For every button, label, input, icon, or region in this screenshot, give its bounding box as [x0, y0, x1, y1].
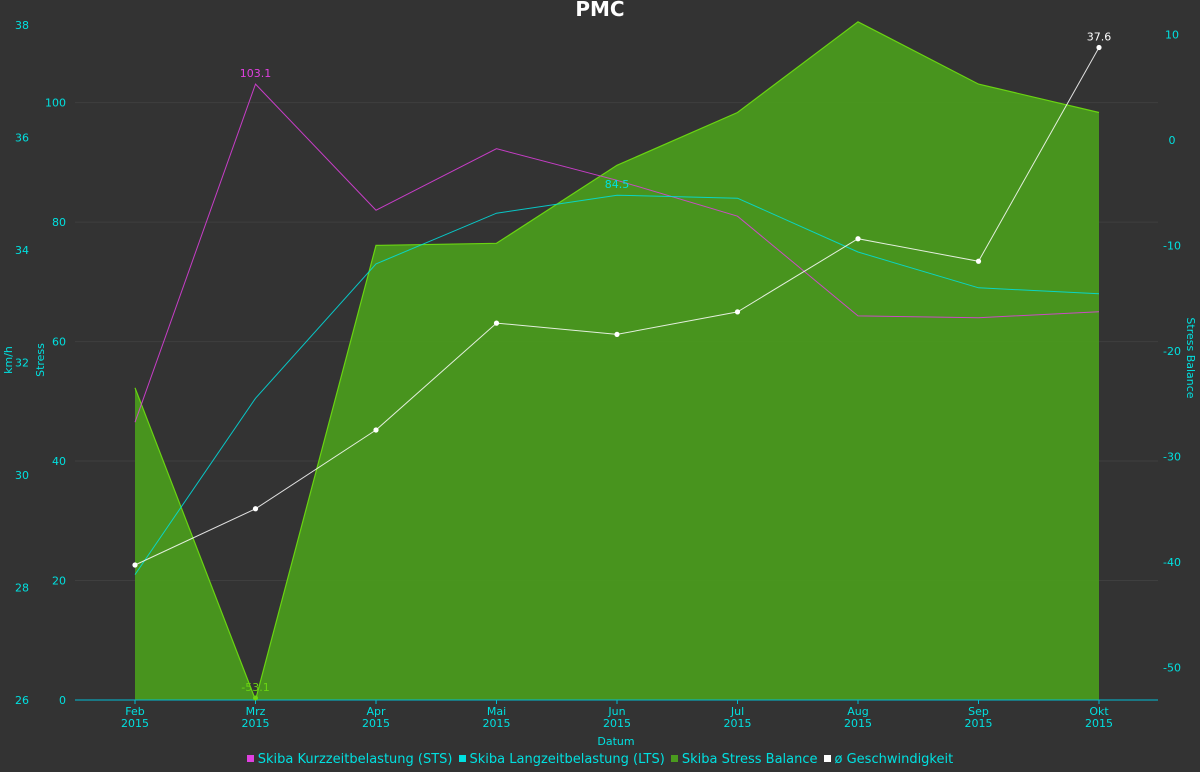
speed-tick-label: 26 [15, 694, 29, 707]
legend: Skiba Kurzzeitbelastung (STS) Skiba Langz… [0, 752, 1200, 767]
speed-point [855, 236, 861, 242]
balance-tick-label: -20 [1163, 345, 1181, 358]
data-label: -53.1 [241, 681, 269, 694]
x-axis-title: Datum [597, 735, 634, 748]
speed-tick-label: 38 [15, 19, 29, 32]
legend-swatch [823, 755, 831, 762]
axes: 02040608010026283032343638-50-40-30-20-1… [15, 19, 1181, 730]
legend-item[interactable]: Skiba Kurzzeitbelastung (STS) [246, 752, 453, 767]
speed-point [1096, 44, 1102, 51]
legend-item[interactable]: Skiba Stress Balance [670, 752, 818, 767]
x-tick-label: Apr 2015 [362, 705, 390, 730]
stress-balance-area [135, 21, 1099, 701]
data-label: 84.5 [605, 178, 630, 191]
balance-tick-label: 0 [1169, 134, 1176, 147]
speed-point [132, 562, 138, 568]
legend-swatch [670, 755, 678, 762]
balance-tick-label: 10 [1165, 28, 1179, 41]
legend-item[interactable]: ø Geschwindigkeit [823, 752, 954, 767]
x-tick-label: Feb 2015 [121, 705, 149, 730]
x-tick-label: Aug 2015 [844, 705, 872, 730]
data-label: 37.6 [1087, 31, 1112, 44]
data-labels: -53.1 103.1 84.5 37.6 [240, 31, 1112, 701]
series-line [134, 194, 1100, 575]
x-tick-label: Jul 2015 [724, 705, 752, 730]
speed-tick-label: 28 [15, 582, 29, 595]
stress-tick-label: 100 [45, 97, 66, 110]
speed-point [975, 258, 982, 264]
legend-label: Skiba Kurzzeitbelastung (STS) [257, 752, 453, 767]
legend-label: ø Geschwindigkeit [834, 752, 954, 767]
stress-axis-title: Stress [34, 343, 47, 377]
stress-tick-label: 20 [52, 575, 66, 588]
series-line [134, 83, 1100, 423]
stress-tick-label: 40 [52, 455, 66, 468]
legend-label: Skiba Stress Balance [681, 752, 818, 767]
x-tick-label: Mrz 2015 [242, 705, 270, 730]
stress-tick-label: 60 [52, 336, 66, 349]
legend-item[interactable]: Skiba Langzeitbelastung (LTS) [458, 752, 665, 767]
speed-point [373, 427, 379, 433]
stress-tick-label: 80 [52, 216, 66, 229]
x-tick-label: Mai 2015 [483, 705, 511, 730]
speed-tick-label: 34 [15, 244, 29, 257]
legend-swatch [246, 755, 254, 762]
x-tick-label: Sep 2015 [965, 705, 993, 730]
stress-balance-line [134, 21, 1100, 702]
speed-tick-label: 32 [15, 357, 29, 370]
balance-tick-label: -10 [1163, 239, 1181, 252]
balance-tick-label: -40 [1163, 556, 1181, 569]
balance-tick-label: -30 [1163, 450, 1181, 463]
speed-point [252, 506, 259, 512]
x-tick-label: Jun 2015 [603, 705, 631, 730]
speed-axis-title: km/h [2, 346, 15, 374]
chart-title: PMC [575, 0, 624, 21]
x-tick-label: Okt 2015 [1085, 705, 1113, 730]
speed-point [493, 320, 500, 326]
speed-tick-label: 30 [15, 469, 29, 482]
balance-axis-title: Stress Balance [1184, 317, 1197, 398]
area-layer [134, 21, 1100, 702]
speed-point [614, 331, 620, 337]
balance-tick-label: -50 [1163, 661, 1181, 674]
data-label: 103.1 [240, 67, 272, 80]
line-layer [132, 44, 1102, 575]
stress-tick-label: 0 [59, 694, 66, 707]
legend-swatch [458, 755, 466, 762]
legend-label: Skiba Langzeitbelastung (LTS) [469, 752, 665, 767]
speed-point [734, 309, 741, 315]
balance-point [253, 695, 258, 701]
speed-tick-label: 36 [15, 132, 29, 145]
